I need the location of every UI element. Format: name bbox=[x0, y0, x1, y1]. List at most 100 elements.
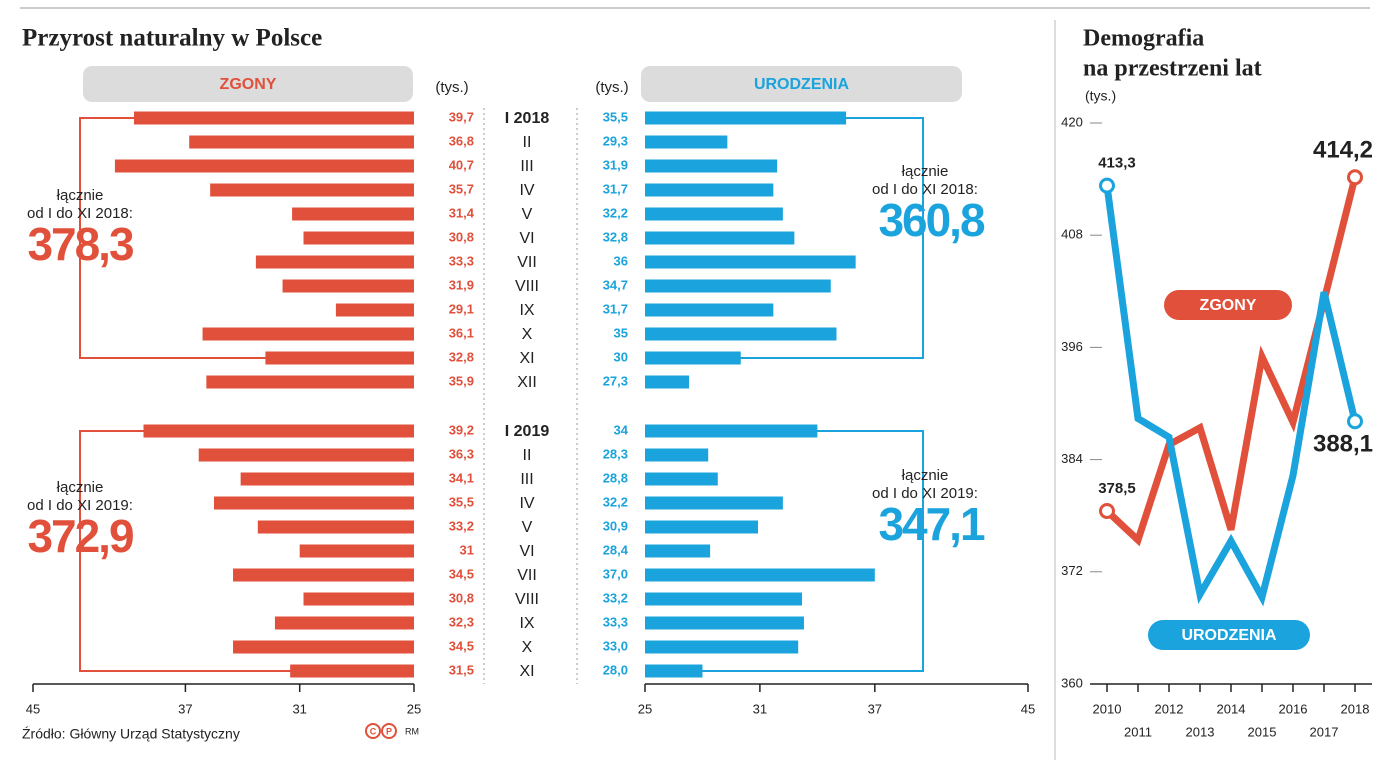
bar bbox=[257, 520, 414, 534]
bar bbox=[290, 664, 414, 678]
point-marker bbox=[1099, 503, 1115, 520]
category-label: XII bbox=[517, 374, 537, 391]
value-label: 35,7 bbox=[449, 181, 474, 196]
bar bbox=[233, 640, 414, 654]
value-label: 32,8 bbox=[449, 349, 474, 364]
category-label: VI bbox=[519, 230, 534, 247]
value-label: 35 bbox=[614, 325, 628, 340]
total-value: 372,9 bbox=[27, 510, 133, 562]
category-label: XI bbox=[519, 350, 534, 367]
value-label: 34,1 bbox=[449, 470, 474, 485]
bar bbox=[292, 207, 414, 221]
value-label: 29,3 bbox=[603, 133, 628, 148]
line bbox=[1104, 176, 1359, 547]
category-label: VII bbox=[517, 254, 537, 271]
x-tick-label: 45 bbox=[26, 701, 40, 716]
logo-letter: C bbox=[370, 726, 377, 736]
bar bbox=[645, 424, 818, 438]
value-label: 34,7 bbox=[603, 277, 628, 292]
bar bbox=[645, 279, 831, 293]
point-marker bbox=[1347, 169, 1363, 186]
x-tick-label: 31 bbox=[753, 701, 767, 716]
category-label: IX bbox=[519, 302, 534, 319]
total-caption: od I do XI 2018: bbox=[27, 205, 133, 222]
total-value: 378,3 bbox=[27, 218, 133, 270]
category-label: IX bbox=[519, 615, 534, 632]
value-label: 30 bbox=[614, 349, 628, 364]
header: URODZENIA bbox=[754, 76, 850, 93]
legend-label: ZGONY bbox=[1200, 297, 1257, 314]
x-tick-label: 2013 bbox=[1186, 724, 1215, 739]
value-label: 39,7 bbox=[449, 109, 474, 124]
bar bbox=[133, 111, 414, 125]
value-label: 34 bbox=[614, 422, 629, 437]
y-tick-label: 420 bbox=[1061, 114, 1083, 129]
line bbox=[1103, 185, 1359, 607]
bar bbox=[645, 616, 804, 630]
x-tick-label: 2015 bbox=[1248, 724, 1277, 739]
bar bbox=[645, 448, 709, 462]
bar bbox=[645, 520, 758, 534]
x-tick-label: 2011 bbox=[1124, 724, 1152, 739]
x-tick-label: 37 bbox=[868, 701, 882, 716]
bar bbox=[282, 279, 414, 293]
point-marker bbox=[1099, 177, 1115, 194]
value-label: 37,0 bbox=[603, 566, 628, 581]
value-label: 30,9 bbox=[603, 518, 628, 533]
bar bbox=[198, 448, 414, 462]
legend-pill bbox=[1164, 290, 1292, 320]
y-tick-label: 396 bbox=[1061, 339, 1083, 354]
value-label: 34,5 bbox=[449, 638, 474, 653]
unit-label: (tys.) bbox=[595, 79, 628, 96]
bar bbox=[206, 375, 414, 389]
category-label: I 2018 bbox=[505, 110, 550, 127]
bar bbox=[645, 496, 783, 510]
total-caption: łącznie bbox=[902, 163, 949, 180]
value-label: 33,2 bbox=[449, 518, 474, 533]
y-tick-label: 372 bbox=[1061, 563, 1083, 578]
category-label: I 2019 bbox=[505, 423, 550, 440]
value-label: 33,3 bbox=[449, 253, 474, 268]
value-label: 28,0 bbox=[603, 662, 628, 677]
bar bbox=[303, 231, 414, 245]
data-label: 388,1 bbox=[1313, 431, 1373, 458]
bar bbox=[645, 255, 856, 269]
value-label: 33,2 bbox=[603, 590, 628, 605]
total-caption: łącznie bbox=[57, 187, 104, 204]
data-label: 378,5 bbox=[1098, 480, 1136, 497]
x-tick-label: 2018 bbox=[1341, 701, 1370, 716]
source: Źródło: Główny Urząd Statystyczny bbox=[22, 726, 240, 742]
value-label: 29,1 bbox=[449, 301, 474, 316]
unit-label: (tys.) bbox=[1085, 88, 1116, 104]
x-tick-label: 37 bbox=[178, 701, 192, 716]
value-label: 27,3 bbox=[603, 373, 628, 388]
value-label: 35,9 bbox=[449, 373, 474, 388]
bar bbox=[645, 544, 711, 558]
logo-letter: P bbox=[386, 726, 392, 736]
category-label: III bbox=[520, 158, 533, 175]
x-tick-label: 31 bbox=[292, 701, 306, 716]
data-label: 413,3 bbox=[1098, 155, 1136, 172]
bar bbox=[645, 664, 703, 678]
total-caption: od I do XI 2019: bbox=[872, 485, 978, 502]
bar bbox=[645, 568, 875, 582]
bar bbox=[265, 351, 414, 365]
bar bbox=[645, 351, 741, 365]
category-label: IV bbox=[519, 182, 534, 199]
value-label: 31,4 bbox=[449, 205, 475, 220]
legend-pill bbox=[1148, 620, 1310, 650]
y-tick-label: 360 bbox=[1061, 675, 1083, 690]
bar bbox=[114, 159, 414, 173]
category-label: VI bbox=[519, 543, 534, 560]
value-label: 39,2 bbox=[449, 422, 474, 437]
category-label: V bbox=[522, 206, 533, 223]
bar bbox=[202, 327, 414, 341]
bar bbox=[213, 496, 414, 510]
value-label: 32,3 bbox=[449, 614, 474, 629]
value-label: 28,8 bbox=[603, 470, 628, 485]
value-label: 32,2 bbox=[603, 205, 628, 220]
x-tick-label: 2010 bbox=[1093, 701, 1122, 716]
header-pill bbox=[641, 66, 962, 102]
legend-label: URODZENIA bbox=[1181, 627, 1277, 644]
